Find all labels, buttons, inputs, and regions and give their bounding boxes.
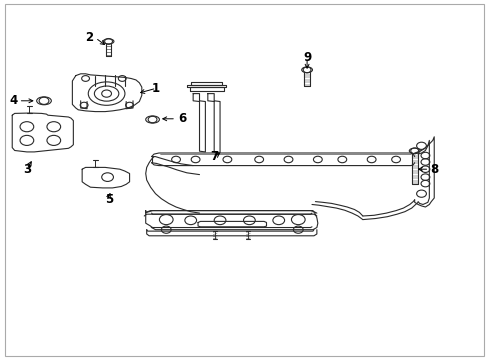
Text: 7: 7 [210,150,218,163]
Text: 2: 2 [85,31,94,44]
Text: 4: 4 [10,94,18,107]
Text: 9: 9 [303,51,311,64]
Text: 1: 1 [151,82,160,95]
Text: 6: 6 [178,112,186,125]
Text: 5: 5 [105,193,113,206]
Text: 8: 8 [429,163,438,176]
Text: 3: 3 [23,163,32,176]
